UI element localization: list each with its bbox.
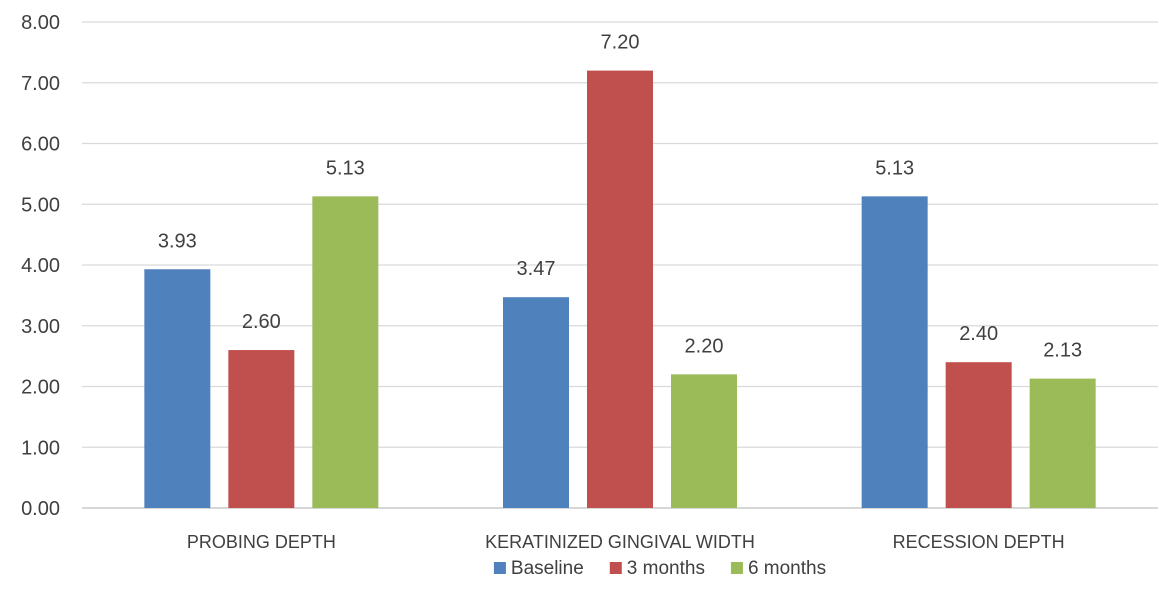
bar <box>587 70 653 508</box>
bar <box>228 350 295 508</box>
data-label: 2.13 <box>1043 340 1082 362</box>
bar <box>1029 378 1096 508</box>
y-tick-label: 7.00 <box>21 73 60 95</box>
legend-swatch <box>609 562 622 574</box>
data-label: 7.20 <box>601 32 640 54</box>
y-tick-label: 3.00 <box>21 316 60 338</box>
data-label: 3.47 <box>517 258 556 280</box>
legend-item: 6 months <box>730 558 826 579</box>
legend-swatch <box>493 562 506 574</box>
legend-label: 3 months <box>627 558 705 579</box>
y-tick-label: 6.00 <box>21 134 60 156</box>
bar <box>312 196 379 509</box>
legend: Baseline 3 months 6 months <box>493 558 826 579</box>
bar <box>671 374 737 508</box>
data-label: 5.13 <box>326 157 365 179</box>
data-labels: 3.93 2.60 5.13 3.47 7.20 2.20 5.13 2.40 2.13 <box>158 32 1082 362</box>
x-category-label: RECESSION DEPTH <box>893 532 1065 552</box>
x-axis-category-labels: PROBING DEPTH KERATINIZED GINGIVAL WIDTH R… <box>187 532 1065 552</box>
x-category-label: PROBING DEPTH <box>187 532 336 552</box>
bar <box>945 362 1012 508</box>
data-label: 3.93 <box>158 230 197 252</box>
bars <box>144 70 1096 509</box>
y-tick-label: 0.00 <box>21 498 60 520</box>
bar <box>861 196 928 509</box>
y-tick-label: 1.00 <box>21 437 60 459</box>
y-tick-label: 8.00 <box>21 12 60 34</box>
y-tick-label: 5.00 <box>21 194 60 216</box>
legend-item: Baseline <box>493 558 584 579</box>
y-tick-label: 4.00 <box>21 255 60 277</box>
bar <box>144 269 211 508</box>
legend-label: Baseline <box>511 558 584 579</box>
x-category-label: KERATINIZED GINGIVAL WIDTH <box>485 532 755 552</box>
legend-label: 6 months <box>748 558 826 579</box>
y-axis-tick-labels: 0.00 1.00 2.00 3.00 4.00 5.00 6.00 7.00 8.00 <box>21 12 60 520</box>
data-label: 2.40 <box>959 323 998 345</box>
legend-swatch <box>730 562 743 574</box>
data-label: 5.13 <box>875 157 914 179</box>
y-tick-label: 2.00 <box>21 377 60 399</box>
legend-item: 3 months <box>609 558 705 579</box>
data-label: 2.20 <box>685 335 724 357</box>
bar <box>503 297 569 508</box>
data-label: 2.60 <box>242 311 281 333</box>
